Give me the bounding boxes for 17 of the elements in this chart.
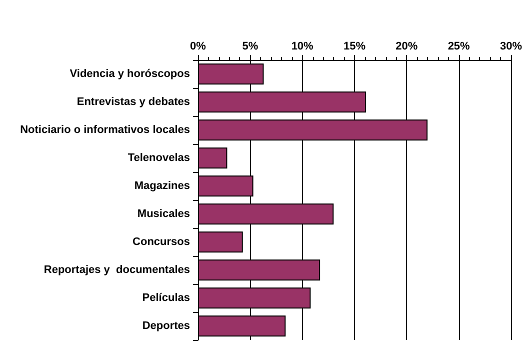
x-tick-label: 20% [396, 40, 418, 52]
x-tick-label: 5% [242, 40, 258, 52]
x-tick-label: 15% [343, 40, 366, 52]
y-tick-label: Videncia y horóscopos [70, 68, 190, 80]
y-tick-label: Películas [142, 292, 190, 304]
y-tick-label: Deportes [142, 320, 190, 332]
y-tick-label: Entrevistas y debates [76, 96, 190, 108]
y-tick-label: Telenovelas [128, 152, 190, 164]
x-tick-label: 10% [291, 40, 314, 52]
x-tick-label: 25% [448, 40, 470, 52]
y-tick-label: Reportajes y documentales [44, 264, 190, 276]
y-tick-label: Noticiario o informativos locales [20, 124, 190, 136]
x-tick-label: 30% [500, 40, 522, 52]
y-tick-label: Magazines [134, 180, 190, 192]
y-tick-label: Concursos [132, 236, 190, 248]
y-tick-label: Musicales [137, 208, 190, 220]
x-tick-label: 0% [190, 40, 206, 52]
